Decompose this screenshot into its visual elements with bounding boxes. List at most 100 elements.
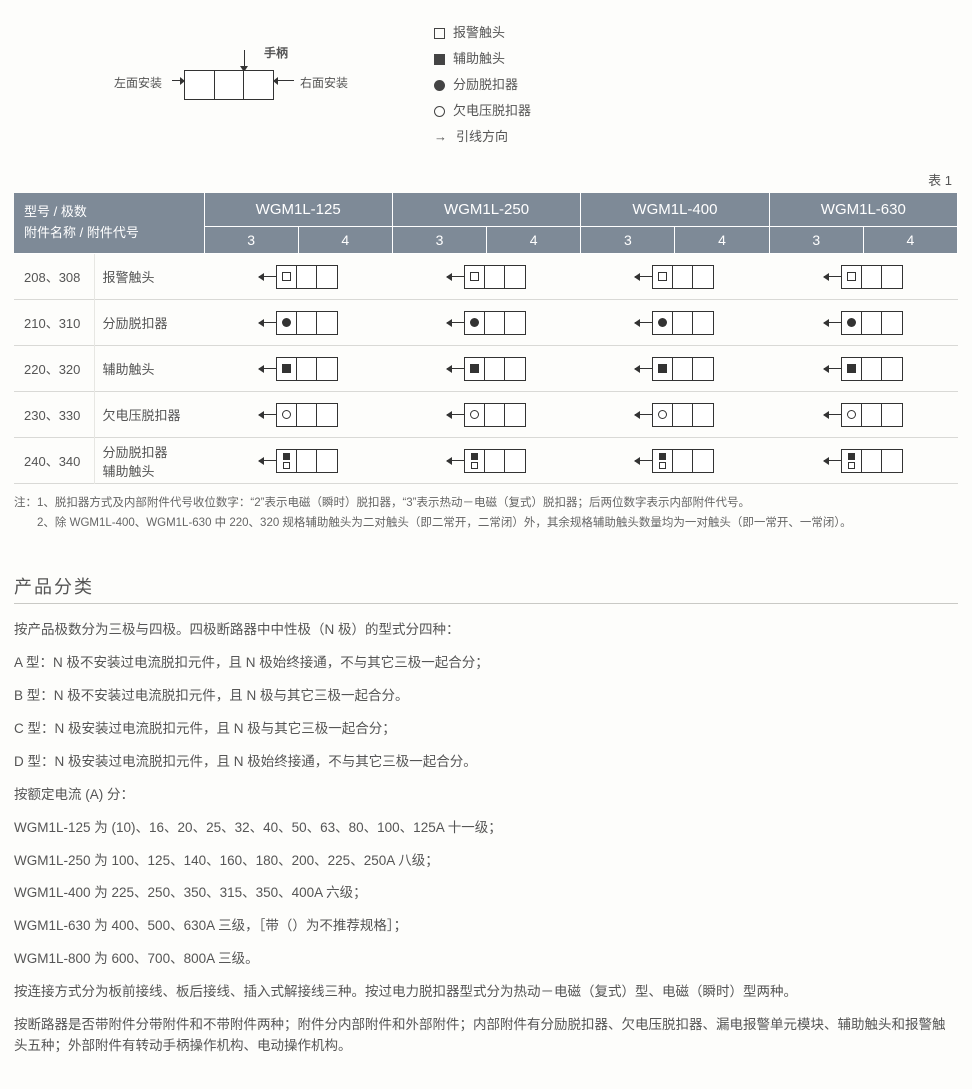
mini-diagram (259, 449, 338, 473)
section-divider (14, 603, 958, 604)
top-section: 手柄 左面安装 右面安装 报警触头辅助触头分励脱扣器欠电压脱扣器引线方向 (14, 20, 958, 150)
table-corner: 型号 / 极数附件名称 / 附件代号 (14, 193, 204, 254)
code-cell: 240、340 (14, 438, 94, 484)
legend-item: 辅助触头 (434, 46, 531, 72)
mini-diagram (447, 265, 526, 289)
legend-item: 分励脱扣器 (434, 72, 531, 98)
name-cell: 分励脱扣器辅助触头 (94, 438, 204, 484)
code-cell: 208、308 (14, 254, 94, 300)
pole-header: 3 (392, 227, 486, 254)
filled-square-icon (434, 54, 445, 65)
symbol-cell (204, 254, 392, 300)
filled-circle-icon (434, 80, 445, 91)
symbol-cell (392, 300, 580, 346)
paragraph: WGM1L-250 为 100、125、140、160、180、200、225、… (14, 851, 958, 872)
symbol-cell (769, 438, 957, 484)
right-mount-label: 右面安装 (300, 74, 348, 91)
mini-diagram (824, 311, 903, 335)
mini-diagram (447, 311, 526, 335)
mini-diagram (635, 357, 714, 381)
mini-diagram (635, 311, 714, 335)
model-header: WGM1L-250 (392, 193, 580, 227)
left-mount-label: 左面安装 (114, 74, 162, 91)
paragraph: 按额定电流 (A) 分： (14, 785, 958, 806)
symbol-cell (392, 346, 580, 392)
mini-diagram (259, 403, 338, 427)
paragraph: 按产品极数分为三极与四极。四极断路器中中性极（N 极）的型式分四种： (14, 620, 958, 641)
table-row: 208、308报警触头 (14, 254, 958, 300)
paragraph: WGM1L-125 为 (10)、16、20、25、32、40、50、63、80… (14, 818, 958, 839)
legend-label: 分励脱扣器 (453, 72, 518, 98)
code-cell: 220、320 (14, 346, 94, 392)
handle-label: 手柄 (264, 44, 288, 61)
symbol-cell (581, 254, 769, 300)
paragraph: WGM1L-630 为 400、500、630A 三级，［带（）为不推荐规格］； (14, 916, 958, 937)
paragraph: 按连接方式分为板前接线、板后接线、插入式解接线三种。按过电力脱扣器型式分为热动－… (14, 982, 958, 1003)
symbol-cell (581, 346, 769, 392)
pole-header: 4 (298, 227, 392, 254)
symbol-cell (392, 392, 580, 438)
paragraph: WGM1L-400 为 225、250、350、315、350、400A 六级； (14, 883, 958, 904)
accessory-table: 型号 / 极数附件名称 / 附件代号WGM1L-125WGM1L-250WGM1… (14, 193, 958, 484)
pole-header: 4 (863, 227, 957, 254)
mini-diagram (447, 357, 526, 381)
mini-diagram (635, 449, 714, 473)
paragraph: WGM1L-800 为 600、700、800A 三级。 (14, 949, 958, 970)
model-header: WGM1L-630 (769, 193, 957, 227)
pole-header: 3 (204, 227, 298, 254)
name-cell: 报警触头 (94, 254, 204, 300)
mini-diagram (259, 265, 338, 289)
mini-diagram (635, 403, 714, 427)
empty-square-icon (434, 28, 445, 39)
symbol-cell (392, 438, 580, 484)
name-cell: 欠电压脱扣器 (94, 392, 204, 438)
table-row: 240、340分励脱扣器辅助触头 (14, 438, 958, 484)
pole-header: 3 (769, 227, 863, 254)
code-cell: 210、310 (14, 300, 94, 346)
mini-diagram (635, 265, 714, 289)
symbol-cell (769, 392, 957, 438)
symbol-cell (769, 300, 957, 346)
note-1: 注：1、脱扣器方式及内部附件代号收位数字：“2”表示电磁（瞬时）脱扣器，“3”表… (14, 494, 958, 514)
symbol-cell (204, 392, 392, 438)
table-row: 210、310分励脱扣器 (14, 300, 958, 346)
paragraph: 按断路器是否带附件分带附件和不带附件两种；附件分内部附件和外部附件；内部附件有分… (14, 1015, 958, 1057)
pole-header: 4 (487, 227, 581, 254)
table-row: 220、320辅助触头 (14, 346, 958, 392)
symbol-cell (769, 346, 957, 392)
symbol-cell (204, 300, 392, 346)
legend: 报警触头辅助触头分励脱扣器欠电压脱扣器引线方向 (434, 20, 531, 150)
mini-diagram (447, 449, 526, 473)
symbol-cell (581, 438, 769, 484)
arrow-icon (434, 124, 448, 150)
legend-label: 辅助触头 (453, 46, 505, 72)
legend-item: 欠电压脱扣器 (434, 98, 531, 124)
legend-item: 报警触头 (434, 20, 531, 46)
symbol-cell (204, 346, 392, 392)
paragraph: D 型：N 极安装过电流脱扣元件，且 N 极始终接通，不与其它三极一起合分。 (14, 752, 958, 773)
table-notes: 注：1、脱扣器方式及内部附件代号收位数字：“2”表示电磁（瞬时）脱扣器，“3”表… (14, 494, 958, 533)
symbol-cell (581, 392, 769, 438)
paragraph: C 型：N 极安装过电流脱扣元件，且 N 极与其它三极一起合分； (14, 719, 958, 740)
legend-item: 引线方向 (434, 124, 531, 150)
pole-header: 3 (581, 227, 675, 254)
symbol-cell (392, 254, 580, 300)
note-2: 2、除 WGM1L-400、WGM1L-630 中 220、320 规格辅助触头… (14, 514, 958, 534)
body-text: 按产品极数分为三极与四极。四极断路器中中性极（N 极）的型式分四种： A 型：N … (14, 620, 958, 1057)
table-row: 230、330欠电压脱扣器 (14, 392, 958, 438)
paragraph: B 型：N 极不安装过电流脱扣元件，且 N 极与其它三极一起合分。 (14, 686, 958, 707)
model-header: WGM1L-400 (581, 193, 769, 227)
paragraph: A 型：N 极不安装过电流脱扣元件，且 N 极始终接通，不与其它三极一起合分； (14, 653, 958, 674)
name-cell: 分励脱扣器 (94, 300, 204, 346)
mini-diagram (824, 357, 903, 381)
legend-label: 欠电压脱扣器 (453, 98, 531, 124)
model-header: WGM1L-125 (204, 193, 392, 227)
empty-circle-icon (434, 106, 445, 117)
symbol-cell (769, 254, 957, 300)
mounting-diagram: 手柄 左面安装 右面安装 (74, 20, 374, 120)
table-number: 表 1 (14, 170, 952, 189)
pole-header: 4 (675, 227, 769, 254)
mini-diagram (824, 265, 903, 289)
section-title: 产品分类 (14, 573, 958, 599)
mini-diagram (259, 357, 338, 381)
